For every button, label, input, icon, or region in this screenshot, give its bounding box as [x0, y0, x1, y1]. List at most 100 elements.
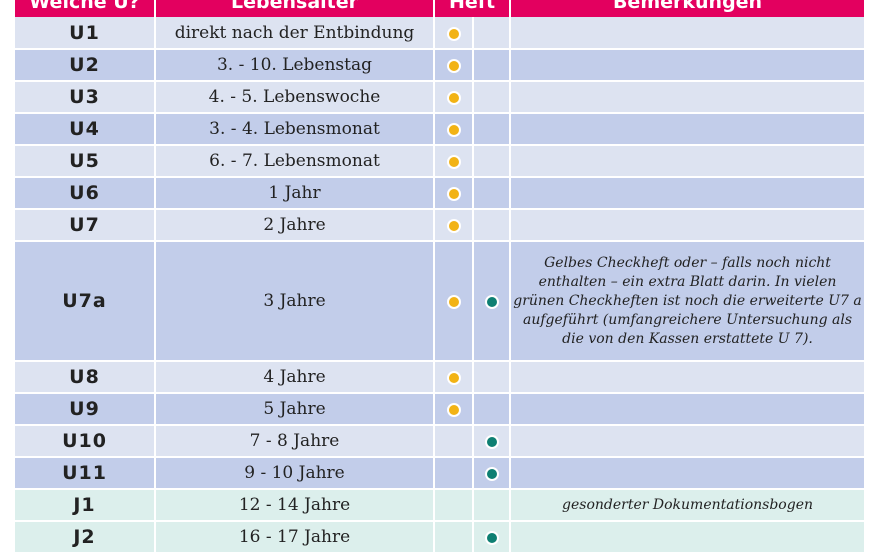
yellow-dot-icon: [446, 59, 461, 73]
yellow-dot-icon: [446, 26, 461, 41]
checkup-name: U11: [15, 457, 156, 490]
age-cell: 2 Jahre: [155, 209, 435, 242]
note-cell: [510, 425, 867, 458]
yellow-dot-icon: [446, 219, 461, 233]
note-cell: [510, 177, 867, 210]
table-row: U7 2 Jahre: [15, 209, 867, 242]
table-body: U1 direkt nach der Entbindung U2 3. - 10. L…: [15, 17, 867, 554]
note-cell: Gelbes Checkheft oder – falls noch nicht…: [510, 241, 867, 362]
note-cell: [510, 457, 867, 490]
yellow-booklet-cell: [434, 145, 474, 178]
note-cell: [510, 17, 867, 50]
green-booklet-cell: [473, 393, 512, 426]
checkup-name: U7: [15, 209, 156, 242]
green-booklet-cell: [473, 457, 512, 490]
checkup-name: U6: [15, 177, 156, 210]
green-booklet-cell: [473, 81, 512, 114]
yellow-booklet-cell: [434, 457, 474, 490]
yellow-dot-icon: [446, 187, 461, 201]
yellow-dot-icon: [446, 371, 461, 385]
checkup-name: U8: [15, 361, 156, 394]
header-u: Welche U?: [15, 0, 156, 17]
yellow-booklet-cell: [434, 209, 474, 242]
note-cell: [510, 113, 867, 146]
note-cell: [510, 49, 867, 82]
yellow-booklet-cell: [434, 489, 474, 522]
yellow-booklet-cell: [434, 425, 474, 458]
checkup-name: U2: [15, 49, 156, 82]
yellow-dot-icon: [446, 91, 461, 105]
note-cell: [510, 209, 867, 242]
age-cell: 12 - 14 Jahre: [155, 489, 435, 522]
yellow-booklet-cell: [434, 113, 474, 146]
age-cell: 3 Jahre: [155, 241, 435, 362]
green-booklet-cell: [473, 145, 512, 178]
table-row: U6 1 Jahr: [15, 177, 867, 210]
green-dot-icon: [484, 531, 499, 545]
checkup-name: U4: [15, 113, 156, 146]
yellow-booklet-cell: [434, 177, 474, 210]
yellow-dot-icon: [446, 155, 461, 169]
yellow-dot-icon: [446, 123, 461, 137]
yellow-booklet-cell: [434, 49, 474, 82]
green-booklet-cell: [473, 17, 512, 50]
table-row: J2 16 - 17 Jahre: [15, 521, 867, 554]
green-booklet-cell: [473, 425, 512, 458]
yellow-booklet-cell: [434, 17, 474, 50]
green-dot-icon: [484, 467, 499, 481]
age-cell: 1 Jahr: [155, 177, 435, 210]
age-cell: 3. - 10. Lebenstag: [155, 49, 435, 82]
age-cell: direkt nach der Entbindung: [155, 17, 435, 50]
checkup-name: J2: [15, 521, 156, 554]
age-cell: 4. - 5. Lebenswoche: [155, 81, 435, 114]
green-booklet-cell: [473, 489, 512, 522]
age-cell: 9 - 10 Jahre: [155, 457, 435, 490]
yellow-dot-icon: [446, 295, 461, 309]
age-cell: 16 - 17 Jahre: [155, 521, 435, 554]
green-dot-icon: [484, 295, 499, 309]
yellow-booklet-cell: [434, 521, 474, 554]
table-row: U2 3. - 10. Lebenstag: [15, 49, 867, 82]
table-row: U9 5 Jahre: [15, 393, 867, 426]
age-cell: 3. - 4. Lebensmonat: [155, 113, 435, 146]
table-row: J1 12 - 14 Jahre gesonderter Dokumentation…: [15, 489, 867, 522]
yellow-dot-icon: [446, 403, 461, 417]
checkup-name: J1: [15, 489, 156, 522]
green-booklet-cell: [473, 241, 512, 362]
checkup-table: Welche U? Lebensalter Heft Bemerkungen U…: [15, 0, 867, 554]
header-age: Lebensalter: [155, 0, 435, 17]
green-booklet-cell: [473, 361, 512, 394]
age-cell: 7 - 8 Jahre: [155, 425, 435, 458]
header-heft: Heft: [434, 0, 512, 17]
yellow-booklet-cell: [434, 361, 474, 394]
table-row: U7a 3 Jahre Gelbes Checkheft oder – falls …: [15, 241, 867, 362]
green-booklet-cell: [473, 177, 512, 210]
age-cell: 6. - 7. Lebensmonat: [155, 145, 435, 178]
green-dot-icon: [484, 435, 499, 449]
header-notes: Bemerkungen: [510, 0, 867, 17]
checkup-name: U5: [15, 145, 156, 178]
table-row: U5 6. - 7. Lebensmonat: [15, 145, 867, 178]
note-cell: [510, 145, 867, 178]
checkup-name: U1: [15, 17, 156, 50]
table-row: U3 4. - 5. Lebenswoche: [15, 81, 867, 114]
table-row: U1 direkt nach der Entbindung: [15, 17, 867, 50]
checkup-name: U7a: [15, 241, 156, 362]
age-cell: 4 Jahre: [155, 361, 435, 394]
yellow-booklet-cell: [434, 81, 474, 114]
green-booklet-cell: [473, 49, 512, 82]
table-row: U10 7 - 8 Jahre: [15, 425, 867, 458]
note-cell: gesonderter Dokumentationsbogen: [510, 489, 867, 522]
yellow-booklet-cell: [434, 393, 474, 426]
yellow-booklet-cell: [434, 241, 474, 362]
table-row: U8 4 Jahre: [15, 361, 867, 394]
green-booklet-cell: [473, 209, 512, 242]
age-cell: 5 Jahre: [155, 393, 435, 426]
checkup-name: U3: [15, 81, 156, 114]
green-booklet-cell: [473, 521, 512, 554]
checkup-name: U9: [15, 393, 156, 426]
note-cell: [510, 81, 867, 114]
note-cell: [510, 361, 867, 394]
header-row: Welche U? Lebensalter Heft Bemerkungen: [15, 0, 867, 17]
table-row: U4 3. - 4. Lebensmonat: [15, 113, 867, 146]
